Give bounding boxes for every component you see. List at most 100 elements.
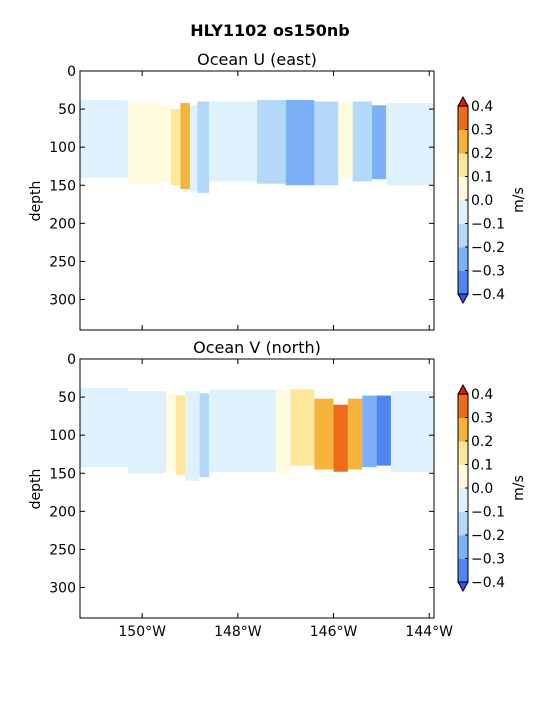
colorbar-extend-min bbox=[457, 581, 469, 593]
heatmap-cell-0 bbox=[80, 387, 128, 468]
heatmap-cell-13 bbox=[371, 105, 387, 180]
colorbar-band bbox=[458, 488, 468, 512]
colorbar-band bbox=[458, 153, 468, 177]
axes-frame bbox=[79, 70, 435, 331]
heatmap-cell-8 bbox=[290, 389, 315, 466]
heatmap-cell-11 bbox=[347, 398, 363, 470]
ocean-v-panel: Ocean V (north) 0 50 100 150 200 250 300 150°W 14… bbox=[28, 338, 453, 640]
colorbar-unit-label: m/s bbox=[511, 187, 527, 213]
colorbar-band bbox=[458, 223, 468, 248]
y-tick-label: 0 bbox=[67, 64, 76, 80]
colorbar-band bbox=[458, 270, 468, 295]
heatmap-cell-1 bbox=[127, 390, 167, 474]
panel-title: Ocean U (east) bbox=[197, 50, 317, 69]
heatmap-cell-5 bbox=[199, 393, 210, 478]
heatmap-cells bbox=[80, 99, 434, 193]
heatmap-cell-11 bbox=[338, 102, 353, 178]
heatmap-cell-3 bbox=[170, 109, 181, 186]
heatmap-cell-3 bbox=[175, 395, 186, 475]
colorbar-band bbox=[458, 176, 468, 201]
heatmap-cell-14 bbox=[386, 102, 434, 186]
heatmap-cell-0 bbox=[80, 99, 128, 178]
colorbar-extend-min bbox=[457, 293, 469, 305]
y-axis-label: depth bbox=[28, 469, 44, 510]
y-tick-label: 300 bbox=[49, 293, 76, 309]
heatmap-cell-9 bbox=[314, 398, 334, 470]
heatmap-cell-8 bbox=[257, 99, 286, 184]
ocean-u-panel: Ocean U (east) 0 50 100 150 200 250 300 depth bbox=[28, 50, 435, 331]
colorbar-tick-label: 0.0 bbox=[471, 481, 493, 497]
heatmap-cell-1 bbox=[127, 102, 159, 184]
colorbar-tick-label: −0.3 bbox=[471, 264, 505, 280]
heatmap-cell-7 bbox=[209, 101, 257, 182]
x-tick-label: 150°W bbox=[118, 624, 166, 640]
x-tick-label: 146°W bbox=[310, 624, 358, 640]
colorbar-tick-label: 0.2 bbox=[471, 434, 493, 450]
colorbar-tick-label: 0.4 bbox=[471, 99, 493, 115]
heatmap-cell-10 bbox=[314, 101, 339, 186]
colorbar-tick-label: −0.4 bbox=[471, 287, 505, 303]
colorbar-band bbox=[458, 558, 468, 583]
heatmap-cell-6 bbox=[197, 101, 210, 193]
colorbar-band bbox=[458, 511, 468, 536]
colorbar-tick-label: 0.0 bbox=[471, 193, 493, 209]
colorbar-tick-label: 0.3 bbox=[471, 411, 493, 427]
y-tick-label: 100 bbox=[49, 428, 76, 444]
colorbar-band bbox=[458, 129, 468, 154]
colorbar-tick-label: −0.1 bbox=[471, 217, 505, 233]
colorbar-extend-max bbox=[457, 383, 469, 395]
colorbar-tick-label: −0.4 bbox=[471, 575, 505, 591]
colorbar-tick-label: −0.3 bbox=[471, 552, 505, 568]
colorbar-band bbox=[458, 464, 468, 489]
heatmap-cell-14 bbox=[390, 390, 434, 472]
heatmap-cells bbox=[80, 387, 434, 481]
heatmap-cell-10 bbox=[333, 404, 348, 472]
y-tick-label: 50 bbox=[58, 102, 76, 118]
colorbar-band bbox=[458, 417, 468, 442]
colorbar-tick-label: 0.3 bbox=[471, 123, 493, 139]
colorbar-band bbox=[458, 441, 468, 465]
colorbar-tick-label: 0.4 bbox=[471, 387, 493, 403]
y-tick-label: 100 bbox=[49, 140, 76, 156]
colorbar-unit-label: m/s bbox=[511, 475, 527, 501]
y-tick-label: 250 bbox=[49, 542, 76, 558]
colorbar-band bbox=[458, 106, 468, 130]
colorbar-tick-label: 0.1 bbox=[471, 458, 493, 474]
y-tick-label: 50 bbox=[58, 390, 76, 406]
heatmap-cell-6 bbox=[209, 389, 277, 472]
heatmap-cell-2 bbox=[166, 393, 176, 472]
y-tick-label: 250 bbox=[49, 254, 76, 270]
colorbar-tick-label: −0.2 bbox=[471, 240, 505, 256]
heatmap-cell-9 bbox=[285, 99, 315, 186]
heatmap-cell-5 bbox=[190, 105, 198, 192]
colorbar-tick-label: −0.2 bbox=[471, 528, 505, 544]
colorbar-tick-label: 0.1 bbox=[471, 170, 493, 186]
y-tick-label: 200 bbox=[49, 216, 76, 232]
colorbar-tick-label: −0.1 bbox=[471, 505, 505, 521]
colorbar-extend-max bbox=[457, 95, 469, 107]
x-tick-label: 148°W bbox=[214, 624, 262, 640]
heatmap-cell-4 bbox=[180, 102, 191, 190]
panel-title: Ocean V (north) bbox=[193, 338, 321, 357]
heatmap-cell-2 bbox=[158, 105, 171, 183]
heatmap-cell-7 bbox=[276, 389, 291, 474]
colorbar-band bbox=[458, 394, 468, 418]
colorbar-band bbox=[458, 200, 468, 224]
ocean-v-colorbar: −0.4 −0.3 −0.2 −0.1 0.0 0.1 0.2 0.3 0.4 m/s bbox=[457, 383, 527, 593]
colorbar-tick-label: 0.2 bbox=[471, 146, 493, 162]
figure-suptitle: HLY1102 os150nb bbox=[190, 21, 350, 40]
colorbar-band bbox=[458, 535, 468, 559]
colorbar-band bbox=[458, 247, 468, 271]
y-tick-label: 200 bbox=[49, 504, 76, 520]
ocean-u-colorbar: −0.4 −0.3 −0.2 −0.1 0.0 0.1 0.2 0.3 0.4 m/s bbox=[457, 95, 527, 305]
heatmap-cell-4 bbox=[185, 390, 200, 481]
y-tick-label: 150 bbox=[49, 178, 76, 194]
heatmap-cell-13 bbox=[376, 395, 391, 466]
y-tick-label: 0 bbox=[67, 352, 76, 368]
y-tick-label: 150 bbox=[49, 466, 76, 482]
heatmap-cell-12 bbox=[362, 395, 377, 468]
y-axis-label: depth bbox=[28, 181, 44, 222]
axes-frame bbox=[79, 358, 435, 619]
y-tick-label: 300 bbox=[49, 581, 76, 597]
